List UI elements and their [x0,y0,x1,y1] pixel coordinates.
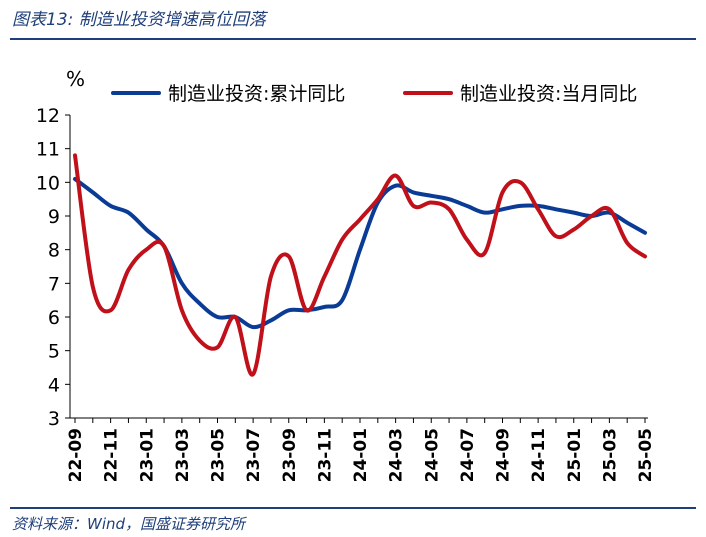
x-tick-label: 25-01 [565,428,585,482]
x-tick-label: 23-05 [209,428,229,482]
x-tick-label: 23-01 [137,428,157,482]
x-tick-label: 23-03 [173,428,193,482]
title-rule [10,38,696,40]
x-tick-label: 25-03 [600,428,620,482]
x-tick-label: 23-07 [244,428,264,482]
x-tick-label: 23-11 [315,428,335,482]
x-tick-label: 24-11 [529,428,549,482]
monthly-yoy-line [73,153,647,377]
chart-axes: 3 4 5 6 7 8 9 10 11 12 22-09 22-11 23-01 23-03 23-05 23… [36,105,656,482]
cumulative-yoy-line [73,177,647,330]
x-tick-label: 25-05 [636,428,656,482]
y-tick-label: 7 [48,273,60,295]
y-unit-label: % [66,67,85,91]
y-tick-label: 12 [36,105,60,127]
x-tick-label: 24-05 [422,428,442,482]
x-tick-label: 24-03 [387,428,407,482]
source-note: 资料来源：Wind，国盛证券研究所 [12,515,246,533]
x-tick-label: 22-09 [66,428,86,482]
y-tick-label: 9 [48,206,60,228]
x-tick-label: 23-09 [280,428,300,482]
x-tick-label: 24-01 [351,428,371,482]
y-tick-label: 4 [48,374,60,396]
y-tick-label: 3 [48,408,60,430]
x-tick-label: 24-07 [458,428,478,482]
legend-label: 制造业投资:当月同比 [460,83,637,105]
y-tick-label: 10 [36,172,60,194]
source-rule [10,507,696,509]
y-tick-label: 5 [48,341,60,363]
y-tick-label: 6 [48,307,60,329]
figure-title: 图表13: 制造业投资增速高位回落 [12,10,266,30]
chart-legend: 制造业投资:累计同比 制造业投资:当月同比 [111,83,637,105]
x-tick-label: 24-09 [494,428,514,482]
y-tick-label: 11 [36,139,60,161]
y-tick-label: 8 [48,240,60,262]
x-tick-label: 22-11 [102,428,122,482]
legend-label: 制造业投资:累计同比 [168,83,345,105]
series-layer [73,153,647,377]
